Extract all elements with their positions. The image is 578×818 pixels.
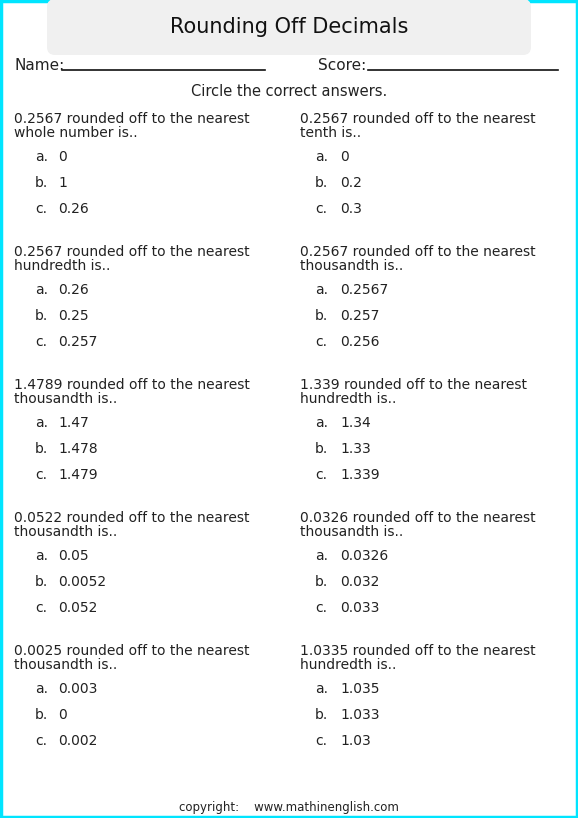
Text: a.: a. xyxy=(315,549,328,563)
Text: 1.033: 1.033 xyxy=(340,708,380,722)
Text: a.: a. xyxy=(315,416,328,430)
Text: 1.479: 1.479 xyxy=(58,468,98,482)
Text: thousandth is..: thousandth is.. xyxy=(14,525,117,539)
Text: hundredth is..: hundredth is.. xyxy=(300,658,397,672)
Text: 0.257: 0.257 xyxy=(58,335,97,349)
Text: 1: 1 xyxy=(58,176,67,190)
Text: 0.257: 0.257 xyxy=(340,309,379,323)
Text: b.: b. xyxy=(35,708,48,722)
Text: 1.339: 1.339 xyxy=(340,468,380,482)
Text: 1.03: 1.03 xyxy=(340,734,370,748)
Text: 1.33: 1.33 xyxy=(340,442,370,456)
Text: b.: b. xyxy=(315,708,328,722)
Text: c.: c. xyxy=(35,202,47,216)
Text: c.: c. xyxy=(315,202,327,216)
Text: a.: a. xyxy=(35,549,48,563)
Text: copyright:    www.mathinenglish.com: copyright: www.mathinenglish.com xyxy=(179,802,399,815)
Text: 0.0326 rounded off to the nearest: 0.0326 rounded off to the nearest xyxy=(300,511,536,525)
Text: thousandth is..: thousandth is.. xyxy=(14,392,117,406)
Text: 0.0326: 0.0326 xyxy=(340,549,388,563)
Text: hundredth is..: hundredth is.. xyxy=(300,392,397,406)
Text: 1.47: 1.47 xyxy=(58,416,89,430)
Text: 0: 0 xyxy=(340,150,349,164)
Text: hundredth is..: hundredth is.. xyxy=(14,259,110,273)
Text: thousandth is..: thousandth is.. xyxy=(300,525,403,539)
Text: thousandth is..: thousandth is.. xyxy=(300,259,403,273)
Text: 0.033: 0.033 xyxy=(340,601,379,615)
Text: 0.0025 rounded off to the nearest: 0.0025 rounded off to the nearest xyxy=(14,644,250,658)
Text: thousandth is..: thousandth is.. xyxy=(14,658,117,672)
Text: whole number is..: whole number is.. xyxy=(14,126,138,140)
Text: a.: a. xyxy=(35,416,48,430)
Text: c.: c. xyxy=(315,601,327,615)
Text: 1.339 rounded off to the nearest: 1.339 rounded off to the nearest xyxy=(300,378,527,392)
Text: 0.003: 0.003 xyxy=(58,682,97,696)
Text: 0.26: 0.26 xyxy=(58,283,89,297)
Text: 0.032: 0.032 xyxy=(340,575,379,589)
Text: Name:: Name: xyxy=(14,59,64,74)
Text: b.: b. xyxy=(35,575,48,589)
Text: a.: a. xyxy=(35,283,48,297)
Text: b.: b. xyxy=(315,575,328,589)
Text: 0.25: 0.25 xyxy=(58,309,88,323)
Text: 0.2567 rounded off to the nearest: 0.2567 rounded off to the nearest xyxy=(300,112,536,126)
Text: 1.035: 1.035 xyxy=(340,682,380,696)
Text: c.: c. xyxy=(35,468,47,482)
Text: a.: a. xyxy=(35,682,48,696)
Text: a.: a. xyxy=(315,150,328,164)
Text: 0.3: 0.3 xyxy=(340,202,362,216)
Text: c.: c. xyxy=(35,335,47,349)
Text: tenth is..: tenth is.. xyxy=(300,126,361,140)
Text: 1.0335 rounded off to the nearest: 1.0335 rounded off to the nearest xyxy=(300,644,536,658)
Text: Circle the correct answers.: Circle the correct answers. xyxy=(191,84,387,100)
Text: 0.256: 0.256 xyxy=(340,335,380,349)
Text: Rounding Off Decimals: Rounding Off Decimals xyxy=(170,17,408,37)
Text: 0.2: 0.2 xyxy=(340,176,362,190)
Text: c.: c. xyxy=(315,468,327,482)
FancyBboxPatch shape xyxy=(47,0,531,55)
Text: 0: 0 xyxy=(58,708,66,722)
Text: a.: a. xyxy=(35,150,48,164)
Text: 0: 0 xyxy=(58,150,66,164)
Text: 0.052: 0.052 xyxy=(58,601,97,615)
Text: c.: c. xyxy=(315,335,327,349)
Text: Score:: Score: xyxy=(318,59,366,74)
Text: b.: b. xyxy=(35,442,48,456)
Text: 1.478: 1.478 xyxy=(58,442,98,456)
Text: c.: c. xyxy=(35,734,47,748)
Text: 1.4789 rounded off to the nearest: 1.4789 rounded off to the nearest xyxy=(14,378,250,392)
Text: a.: a. xyxy=(315,283,328,297)
Text: 0.26: 0.26 xyxy=(58,202,89,216)
Text: b.: b. xyxy=(315,309,328,323)
Text: 0.0522 rounded off to the nearest: 0.0522 rounded off to the nearest xyxy=(14,511,250,525)
Text: 0.2567 rounded off to the nearest: 0.2567 rounded off to the nearest xyxy=(14,112,250,126)
Text: 0.2567 rounded off to the nearest: 0.2567 rounded off to the nearest xyxy=(14,245,250,259)
Text: c.: c. xyxy=(35,601,47,615)
Text: c.: c. xyxy=(315,734,327,748)
Text: 0.2567 rounded off to the nearest: 0.2567 rounded off to the nearest xyxy=(300,245,536,259)
Text: 0.002: 0.002 xyxy=(58,734,97,748)
Text: 0.2567: 0.2567 xyxy=(340,283,388,297)
Text: b.: b. xyxy=(35,176,48,190)
Text: b.: b. xyxy=(315,176,328,190)
Text: 0.0052: 0.0052 xyxy=(58,575,106,589)
Text: b.: b. xyxy=(315,442,328,456)
Text: a.: a. xyxy=(315,682,328,696)
Text: b.: b. xyxy=(35,309,48,323)
Text: 0.05: 0.05 xyxy=(58,549,88,563)
Text: 1.34: 1.34 xyxy=(340,416,370,430)
